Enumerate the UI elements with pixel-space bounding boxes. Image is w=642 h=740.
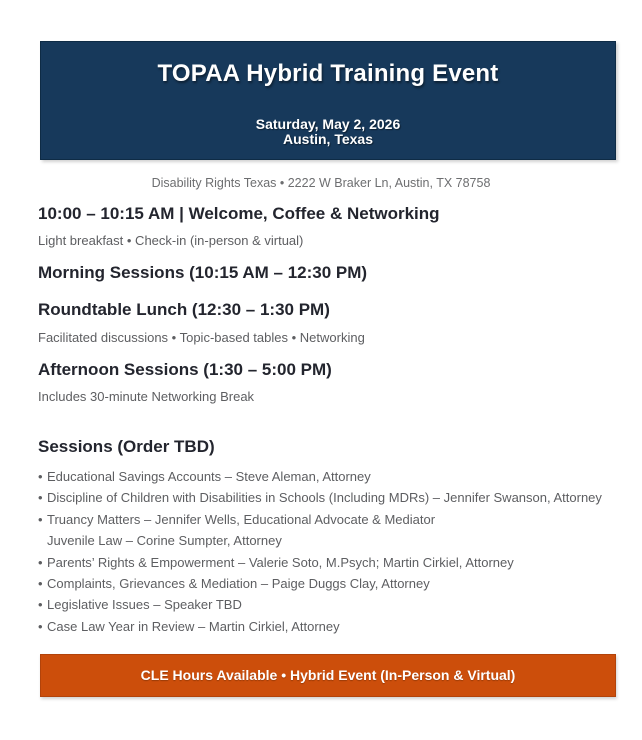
session-text: Educational Savings Accounts – Steve Ale… xyxy=(47,469,371,484)
event-title: TOPAA Hybrid Training Event xyxy=(157,60,499,87)
sessions-heading: Sessions (Order TBD) xyxy=(38,437,215,456)
session-text: Complaints, Grievances & Mediation – Pai… xyxy=(47,576,430,592)
event-location: Austin, Texas xyxy=(283,131,373,147)
session-item: • Discipline of Children with Disabilitie… xyxy=(38,487,606,508)
schedule-detail-welcome: Light breakfast • Check-in (in-person & … xyxy=(38,233,304,248)
schedule-heading-lunch: Roundtable Lunch (12:30 – 1:30 PM) xyxy=(38,300,330,319)
session-text: Case Law Year in Review – Martin Cirkiel… xyxy=(47,618,340,634)
schedule-detail-afternoon: Includes 30-minute Networking Break xyxy=(38,389,255,404)
sessions-list: • Educational Savings Accounts – Steve Al… xyxy=(38,466,606,637)
bullet-marker: • xyxy=(38,576,43,592)
venue-address: Disability Rights Texas • 2222 W Braker … xyxy=(151,176,491,190)
schedule-heading-afternoon: Afternoon Sessions (1:30 – 5:00 PM) xyxy=(38,360,332,379)
bullet-marker: • xyxy=(38,469,43,484)
session-item: • Educational Savings Accounts – Steve Al… xyxy=(38,466,606,487)
footer-banner: CLE Hours Available • Hybrid Event (In-P… xyxy=(40,654,616,698)
session-item: • Complaints, Grievances & Mediation – Pa… xyxy=(38,573,606,594)
event-subtitle: Saturday, May 2, 2026 Austin, Texas xyxy=(41,117,615,147)
session-item: • Parents’ Rights & Empowerment – Valerie… xyxy=(38,552,606,573)
header-banner: TOPAA Hybrid Training Event Saturday, Ma… xyxy=(40,41,616,160)
session-text: Juvenile Law – Corine Sumpter, Attorney xyxy=(47,533,282,549)
footer-text: CLE Hours Available • Hybrid Event (In-P… xyxy=(140,667,516,684)
schedule-heading-morning: Morning Sessions (10:15 AM – 12:30 PM) xyxy=(38,263,368,282)
bullet-marker: • xyxy=(38,597,43,613)
session-text: Parents’ Rights & Empowerment – Valerie … xyxy=(47,554,514,570)
bullet-marker: • xyxy=(38,490,43,506)
session-item: • Legislative Issues – Speaker TBD xyxy=(38,594,606,615)
session-item: Juvenile Law – Corine Sumpter, Attorney xyxy=(38,530,606,551)
session-text: Legislative Issues – Speaker TBD xyxy=(47,597,242,613)
bullet-marker: • xyxy=(38,618,43,634)
bullet-marker: • xyxy=(38,554,43,570)
schedule-heading-welcome: 10:00 – 10:15 AM | Welcome, Coffee & Net… xyxy=(38,204,440,223)
event-date: Saturday, May 2, 2026 xyxy=(255,116,401,132)
session-item: • Case Law Year in Review – Martin Cirkie… xyxy=(38,616,606,637)
schedule-detail-lunch: Facilitated discussions • Topic-based ta… xyxy=(38,330,365,345)
bullet-marker: • xyxy=(38,511,43,527)
session-text: Discipline of Children with Disabilities… xyxy=(47,490,602,506)
session-item: • Truancy Matters – Jennifer Wells, Educa… xyxy=(38,509,606,530)
session-text: Truancy Matters – Jennifer Wells, Educat… xyxy=(47,511,436,527)
schedule-section: 10:00 – 10:15 AM | Welcome, Coffee & Net… xyxy=(0,204,642,637)
